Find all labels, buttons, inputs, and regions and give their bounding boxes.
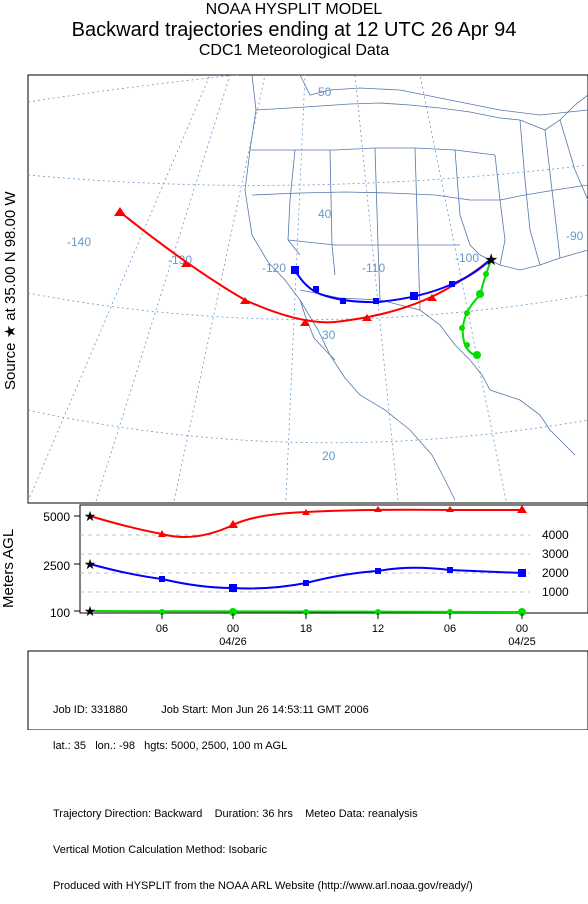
x-hour-tick: 06 [156, 623, 168, 635]
x-hour-tick: 00 [227, 623, 239, 635]
left-tick: 100 [50, 606, 70, 620]
x-hour-tick: 12 [372, 623, 384, 635]
left-tick: 2500 [43, 559, 70, 573]
political-boundaries [244, 75, 588, 501]
right-tick: 3000 [542, 547, 569, 561]
lon-label: -120 [262, 261, 286, 275]
lat-label: 50 [318, 85, 332, 99]
right-tick: 4000 [542, 528, 569, 542]
vertical-profile-panel: Meters AGL 5000 2500 100 4000 3000 2000 … [0, 504, 588, 730]
model-title: NOAA HYSPLIT MODEL [205, 1, 383, 18]
footer-info: Job ID: 331880 Job Start: Mon Jun 26 14:… [53, 680, 473, 904]
trajectory-2500m [291, 257, 493, 304]
trajectory-5000m [114, 207, 493, 326]
map-panel: -140 -130 -120 -110 -100 -90 50 40 30 20 [27, 74, 588, 504]
vertical-ylabel: Meters AGL [0, 529, 17, 608]
x-hour-tick: 18 [300, 623, 312, 635]
hysplit-figure: Source ★ at 35.00 N 98.00 W [0, 74, 588, 730]
latitude-labels: 50 40 30 20 [318, 85, 336, 463]
footer-job: Job ID: 331880 Job Start: Mon Jun 26 14:… [53, 704, 369, 716]
lat-label: 30 [322, 328, 336, 342]
latitude-grid [28, 75, 588, 444]
source-star-icon: ★ [84, 604, 97, 620]
source-label: Source ★ at 35.00 N 98.00 W [2, 191, 19, 390]
lat-label: 20 [322, 449, 336, 463]
trajectory-title: Backward trajectories ending at 12 UTC 2… [71, 19, 517, 41]
lat-label: 40 [318, 207, 332, 221]
meteo-title: CDC1 Meteorological Data [198, 42, 390, 59]
lon-label: -90 [566, 229, 584, 243]
source-star-icon: ★ [84, 509, 97, 525]
title-block: NOAA HYSPLIT MODEL Backward trajectories… [0, 0, 588, 61]
lon-label: -110 [362, 261, 385, 275]
footer-credit: Produced with HYSPLIT from the NOAA ARL … [53, 880, 473, 892]
right-tick: 1000 [542, 585, 569, 599]
lon-label: -100 [455, 251, 479, 265]
footer-location: lat.: 35 lon.: -98 hgts: 5000, 2500, 100… [53, 740, 288, 752]
lon-label: -140 [67, 235, 91, 249]
right-tick: 2000 [542, 566, 569, 580]
x-date-tick: 04/25 [508, 636, 536, 648]
left-tick: 5000 [43, 510, 70, 524]
footer-method: Vertical Motion Calculation Method: Isob… [53, 844, 267, 856]
footer-direction: Trajectory Direction: Backward Duration:… [53, 808, 418, 820]
longitude-labels: -140 -130 -120 -110 -100 -90 [67, 229, 584, 275]
x-hour-tick: 00 [516, 623, 528, 635]
source-star-icon: ★ [484, 250, 498, 269]
x-date-tick: 04/26 [219, 636, 247, 648]
trajectory-100m [459, 257, 493, 359]
source-star-icon: ★ [84, 557, 97, 573]
x-hour-tick: 06 [444, 623, 456, 635]
longitude-grid [28, 75, 507, 503]
